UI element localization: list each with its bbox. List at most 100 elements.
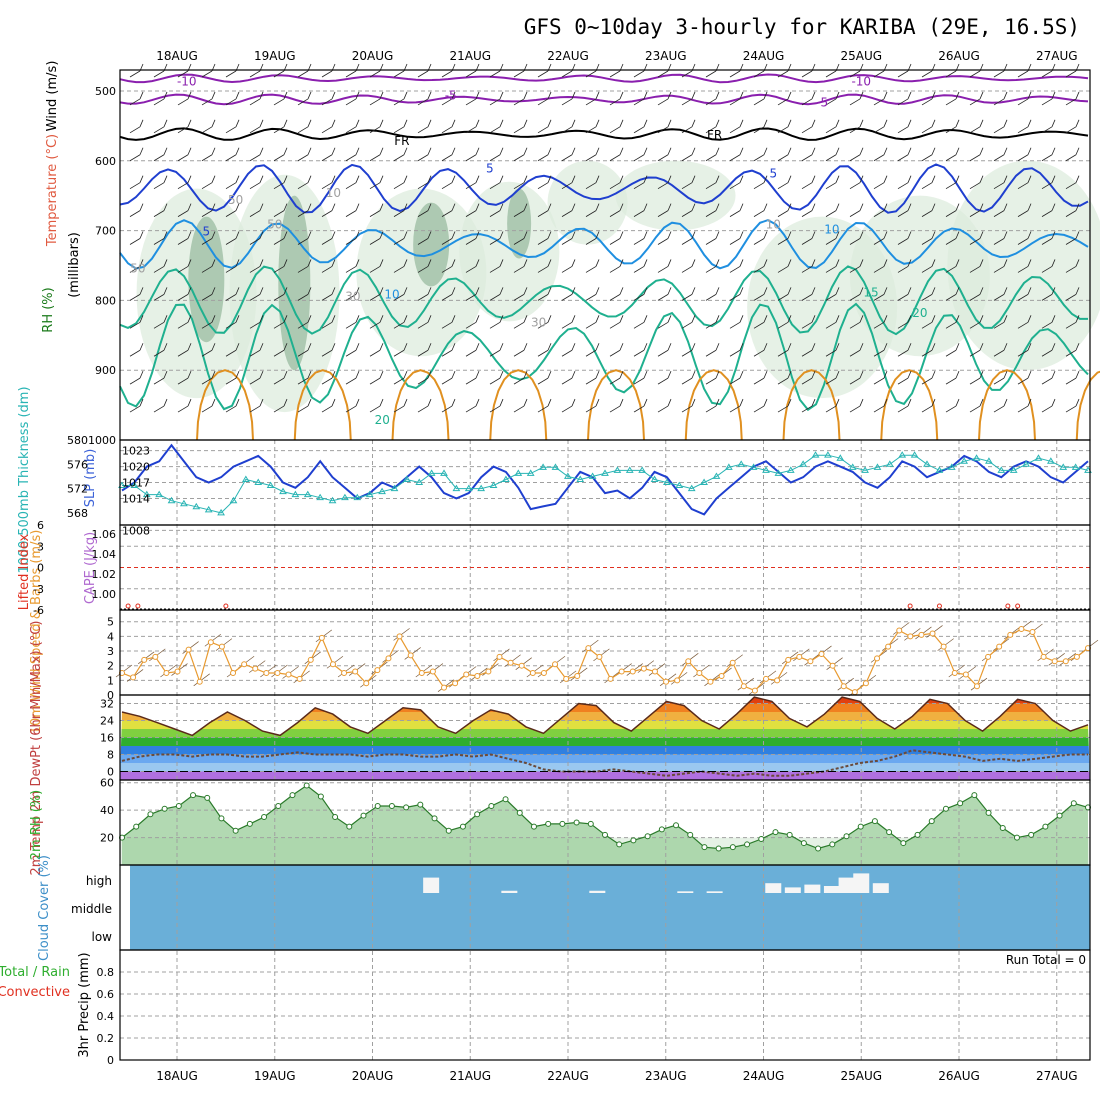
temp-tick: 0	[107, 766, 114, 779]
rh-point	[957, 800, 964, 807]
wind-barb-flag	[499, 370, 504, 379]
wind-barb-flag	[235, 259, 240, 267]
wind-barb-flag	[1003, 91, 1008, 100]
thickness-point	[1059, 463, 1068, 470]
wind-barb	[825, 98, 837, 106]
wind-barb	[513, 154, 525, 162]
wind-barb	[1017, 321, 1029, 329]
wind-barb	[753, 126, 765, 134]
wind-barb-flag	[571, 343, 576, 351]
wind-barb-flag	[475, 91, 480, 100]
wind-barb	[825, 210, 837, 217]
wind10m-point	[552, 661, 559, 668]
bottom-date-label: 22AUG	[547, 1069, 589, 1083]
thickness-point	[266, 481, 275, 489]
bottom-date-label: 24AUG	[743, 1069, 785, 1083]
wind-barb	[897, 294, 909, 301]
wind-barb-flag	[187, 315, 192, 323]
wind-barb	[1017, 182, 1029, 190]
wind-barb	[657, 266, 669, 273]
wind-barb-flag	[211, 287, 216, 295]
rh-point	[971, 792, 978, 799]
rh-point	[758, 835, 765, 842]
wind-barb-flag	[307, 287, 312, 295]
wind-barb-flag	[187, 287, 192, 295]
thickness-point	[700, 478, 708, 485]
wind-barb-flag	[259, 203, 264, 211]
wind-barb-flag	[355, 119, 360, 127]
wind-barb-flag	[139, 259, 144, 267]
rh-point	[559, 820, 566, 827]
wind10m-point	[263, 670, 270, 677]
lifted-tick: 3	[37, 540, 44, 553]
wind-barb-flag	[283, 259, 288, 267]
rh-shading-dark	[188, 216, 225, 343]
precip-panel-frame	[119, 949, 1091, 1061]
thickness-point	[972, 454, 981, 461]
wind-barb	[249, 266, 261, 273]
wind-barb	[153, 210, 165, 217]
wind-barb-flag	[451, 203, 456, 211]
wind10m-point	[596, 653, 603, 660]
wind-barb	[441, 238, 453, 245]
wind-barb-flag	[211, 203, 216, 211]
wind-barb	[297, 210, 309, 217]
rh-point	[346, 823, 353, 830]
high-cloud-bar	[823, 886, 840, 893]
wind-barb-flag	[907, 91, 912, 100]
wind-barb	[897, 266, 909, 273]
wind-barb	[537, 98, 549, 106]
wind-barb-flag	[619, 119, 624, 127]
rh-point	[374, 803, 381, 810]
wind-barb-flag	[955, 315, 960, 323]
wind-barb	[297, 182, 309, 190]
top-date-label: 22AUG	[547, 49, 589, 63]
wind-barb	[393, 405, 405, 413]
precip-tick: 0.4	[97, 1010, 115, 1023]
wind-barb-flag	[667, 91, 672, 100]
wind-barb	[513, 126, 525, 134]
wind-barb	[609, 294, 621, 301]
wind-barb	[681, 294, 693, 301]
wind10m-point	[885, 643, 892, 650]
wind-barb	[441, 70, 453, 78]
wind10m-point	[851, 689, 858, 696]
wind-barb-flag	[811, 147, 816, 155]
wind-barb	[561, 182, 573, 190]
wind-barb-flag	[427, 175, 432, 183]
contour-label: 15	[863, 285, 878, 299]
thickness-point	[130, 481, 139, 489]
wind-barb	[393, 321, 405, 329]
top-date-label: 27AUG	[1036, 49, 1078, 63]
wind-barb	[417, 98, 429, 106]
wind-barb	[441, 349, 453, 357]
wind-barb	[993, 266, 1005, 273]
wind-barb	[873, 294, 885, 301]
wind-barb	[753, 294, 765, 301]
wind-barb	[801, 154, 813, 162]
top-date-label: 25AUG	[840, 49, 882, 63]
wind-barb	[585, 70, 597, 78]
wind-barb	[897, 182, 909, 190]
wind-barb	[1065, 182, 1077, 190]
wind-barb	[177, 349, 189, 357]
rh2m-label: 2m RH (%)	[29, 790, 44, 861]
wind-barb-flag	[235, 91, 240, 100]
wind-barb-flag	[595, 259, 600, 267]
wind-barb	[465, 321, 477, 329]
thickness-point	[910, 451, 919, 458]
wind-barb-flag	[811, 398, 816, 407]
wind-barb-flag	[355, 370, 360, 379]
wind-barb	[1041, 126, 1053, 134]
wind-barb	[897, 70, 909, 78]
wind-barb	[489, 70, 501, 78]
rh-point	[261, 814, 268, 821]
wind-barb-flag	[883, 175, 888, 183]
wind-barb	[441, 294, 453, 301]
thickness-point	[650, 475, 659, 482]
wind10m-point	[385, 655, 392, 662]
wind-barb-flag	[355, 91, 360, 100]
wind-barb	[1041, 405, 1053, 413]
thickness-point	[167, 496, 176, 504]
wind-barb-flag	[643, 119, 648, 127]
